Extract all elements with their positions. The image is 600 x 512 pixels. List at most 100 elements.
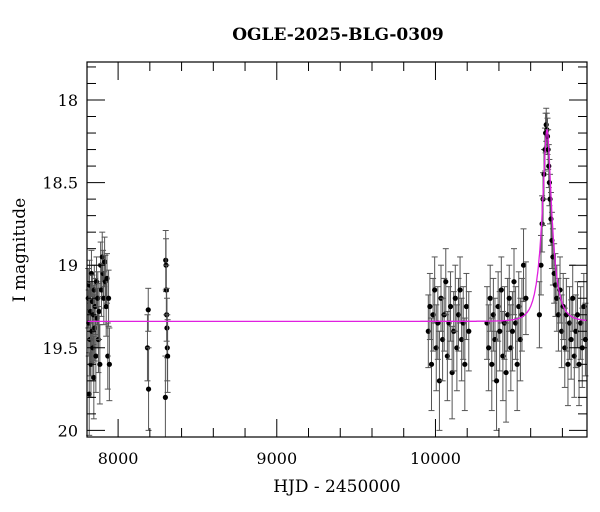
point-marker (520, 262, 527, 268)
point-marker (96, 308, 102, 315)
data-point (439, 297, 446, 382)
point-marker (102, 259, 108, 265)
data-point (517, 297, 524, 382)
data-point (485, 304, 492, 392)
point-marker (543, 122, 549, 128)
point-marker (493, 378, 500, 384)
model-curve (87, 129, 587, 323)
point-marker (538, 262, 544, 268)
data-point (465, 291, 472, 372)
point-marker (574, 312, 581, 318)
data-point (445, 286, 452, 360)
data-point (96, 282, 103, 341)
data-point (431, 256, 438, 324)
point-marker (506, 295, 512, 301)
point-marker (436, 378, 443, 384)
data-point (563, 277, 570, 352)
point-marker (452, 295, 458, 301)
point-marker (97, 361, 103, 367)
point-marker (463, 303, 470, 310)
data-point (580, 272, 587, 341)
data-point (487, 264, 494, 332)
data-point (512, 286, 519, 360)
y-tick-label: 19 (58, 256, 78, 275)
point-marker (428, 361, 435, 367)
data-point (511, 248, 518, 316)
data-point (488, 317, 495, 412)
point-marker (103, 303, 109, 310)
data-point (536, 281, 543, 349)
data-point (452, 264, 459, 332)
data-point (164, 319, 171, 393)
y-tick-label: 18 (58, 91, 78, 110)
point-marker (443, 279, 449, 285)
y-axis-label: I magnitude (10, 198, 30, 302)
data-point (515, 271, 522, 342)
point-marker (106, 361, 112, 367)
y-tick-label: 19.5 (42, 339, 78, 358)
data-point (461, 317, 468, 412)
point-marker (570, 295, 576, 301)
point-marker (91, 374, 97, 381)
data-point (426, 272, 433, 341)
data-point (498, 256, 505, 324)
data-point (460, 286, 467, 360)
chart-title: OGLE-2025-BLG-0309 (232, 25, 444, 45)
point-marker (432, 287, 438, 293)
point-marker (489, 361, 495, 367)
point-marker (486, 345, 492, 351)
point-marker (509, 328, 516, 334)
point-marker (511, 279, 517, 285)
data-point (90, 335, 97, 420)
data-point (561, 307, 568, 388)
data-point (522, 261, 529, 336)
data-point (106, 327, 113, 402)
data-point (514, 317, 521, 412)
point-marker (93, 353, 99, 359)
point-marker (565, 361, 571, 367)
point-marker (523, 295, 529, 301)
y-tick-label: 18.5 (42, 174, 78, 193)
point-marker (536, 312, 542, 318)
data-point (491, 297, 498, 382)
data-point (145, 347, 152, 431)
data-point (504, 277, 511, 352)
point-marker (145, 386, 152, 392)
x-tick-label: 10000 (410, 449, 461, 468)
point-marker (568, 336, 574, 343)
point-marker (457, 287, 463, 293)
data-point (503, 322, 510, 423)
data-point (493, 330, 500, 431)
x-tick-label: 9000 (256, 449, 297, 468)
point-marker (546, 163, 552, 169)
data-point (568, 299, 575, 380)
point-marker (497, 328, 503, 334)
x-tick-label: 8000 (98, 449, 139, 468)
point-marker (165, 353, 171, 359)
plot-frame (86, 61, 588, 438)
data-point (447, 271, 454, 342)
point-marker (162, 394, 168, 400)
data-point (92, 319, 99, 393)
point-marker (487, 295, 493, 301)
point-marker (145, 307, 151, 313)
point-marker (498, 287, 504, 293)
data-point (457, 256, 464, 324)
data-point (571, 314, 578, 398)
data-point (145, 287, 152, 332)
data-point (506, 264, 513, 332)
point-marker (447, 303, 454, 310)
point-marker (462, 361, 468, 367)
point-marker (105, 295, 112, 301)
data-point (104, 322, 111, 390)
data-point (564, 322, 571, 407)
point-marker (514, 361, 520, 367)
point-marker (503, 369, 509, 376)
x-axis-label: HJD - 2450000 (273, 477, 401, 497)
y-tick-label: 20 (58, 421, 78, 440)
data-point (105, 269, 112, 327)
data-point (507, 304, 514, 392)
point-marker (546, 179, 552, 186)
point-marker (466, 328, 472, 334)
data-point (449, 325, 456, 420)
